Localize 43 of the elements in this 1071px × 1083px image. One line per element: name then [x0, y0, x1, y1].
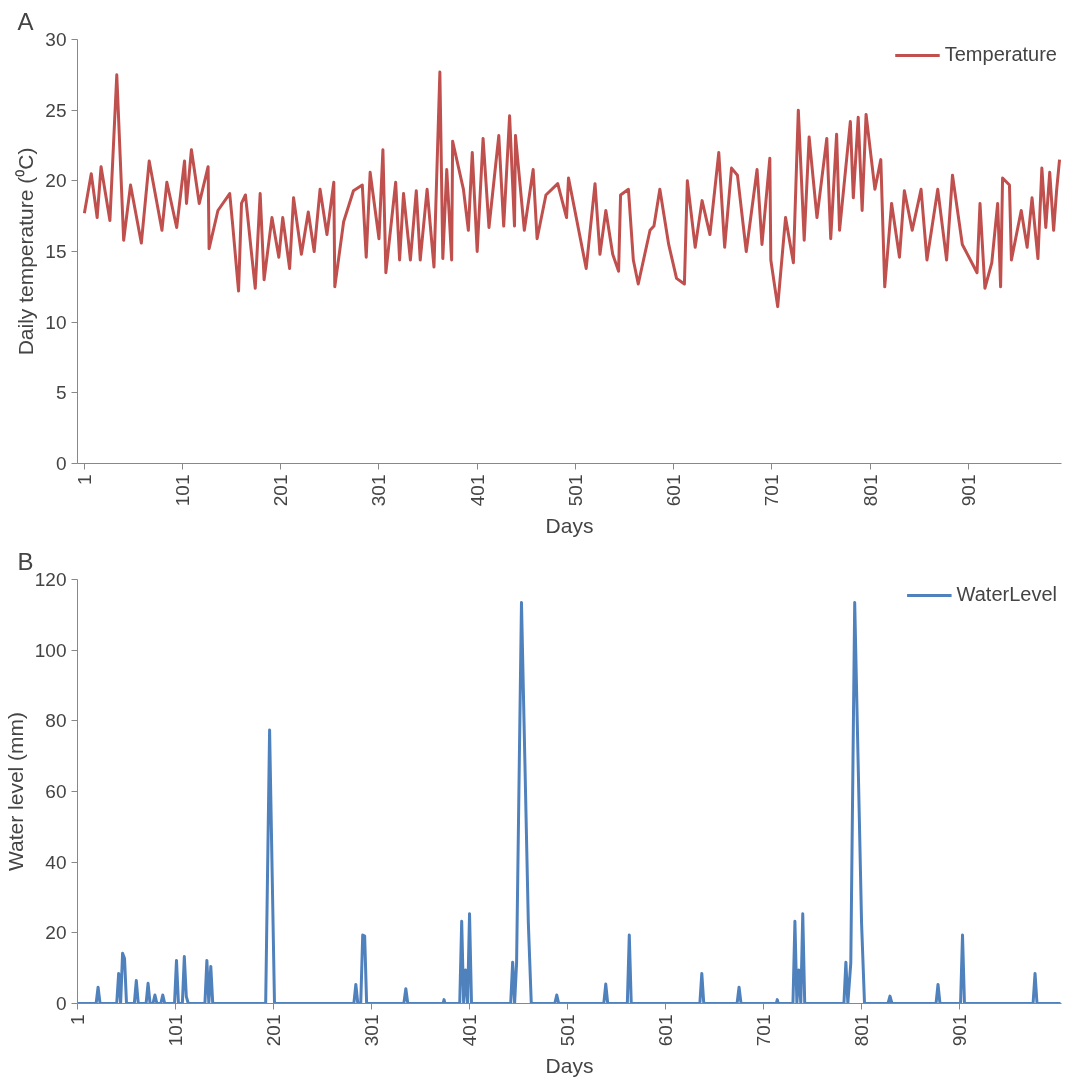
y-tick-label: 80: [45, 710, 67, 732]
x-tick-label: 301: [368, 474, 390, 507]
y-tick-label: 40: [45, 851, 67, 873]
y-tick-label: 25: [45, 99, 67, 121]
x-tick-label: 201: [270, 474, 292, 507]
x-tick-label: 101: [172, 474, 194, 507]
y-tick-label: 10: [45, 311, 67, 333]
y-tick-label: 20: [45, 922, 67, 944]
x-axis-title: Days: [545, 514, 594, 538]
legend-label: Temperature: [944, 43, 1057, 66]
x-axis-title: Days: [545, 1054, 594, 1078]
x-tick-label: 301: [361, 1014, 383, 1047]
x-tick-label: 701: [761, 474, 783, 507]
y-tick-label: 5: [55, 382, 67, 404]
x-tick-label: 501: [557, 1014, 579, 1047]
y-tick-label: 20: [45, 170, 67, 192]
x-tick-label: 1: [73, 474, 95, 486]
x-tick-label: 801: [851, 1014, 873, 1047]
y-axis-title: Daily temperature (⁰C): [14, 147, 38, 356]
x-tick-label: 501: [564, 474, 586, 507]
line-series: [82, 70, 1062, 309]
x-tick-label: 901: [957, 474, 979, 507]
legend-label: WaterLevel: [956, 583, 1057, 606]
chart-title: A: [17, 7, 34, 35]
x-tick-label: 1: [67, 1014, 88, 1026]
y-axis-title: Water level (mm): [3, 711, 27, 872]
x-tick-label: 101: [165, 1014, 187, 1047]
x-tick-label: 201: [263, 1014, 285, 1047]
y-tick-label: 0: [55, 453, 67, 474]
x-tick-label: 601: [655, 1014, 677, 1047]
x-tick-label: 601: [663, 474, 685, 507]
y-tick-label: 15: [45, 241, 67, 262]
y-tick-label: 60: [45, 781, 67, 802]
x-tick-label: 801: [859, 474, 881, 507]
x-tick-label: 401: [466, 474, 488, 507]
y-tick-label: 100: [34, 639, 67, 661]
y-tick-label: 120: [34, 569, 67, 590]
y-tick-label: 0: [55, 993, 67, 1014]
chart-title: B: [17, 547, 34, 575]
x-tick-label: 401: [459, 1014, 481, 1047]
x-tick-label: 901: [949, 1014, 971, 1047]
x-tick-label: 701: [753, 1014, 775, 1047]
y-tick-label: 30: [45, 29, 67, 50]
